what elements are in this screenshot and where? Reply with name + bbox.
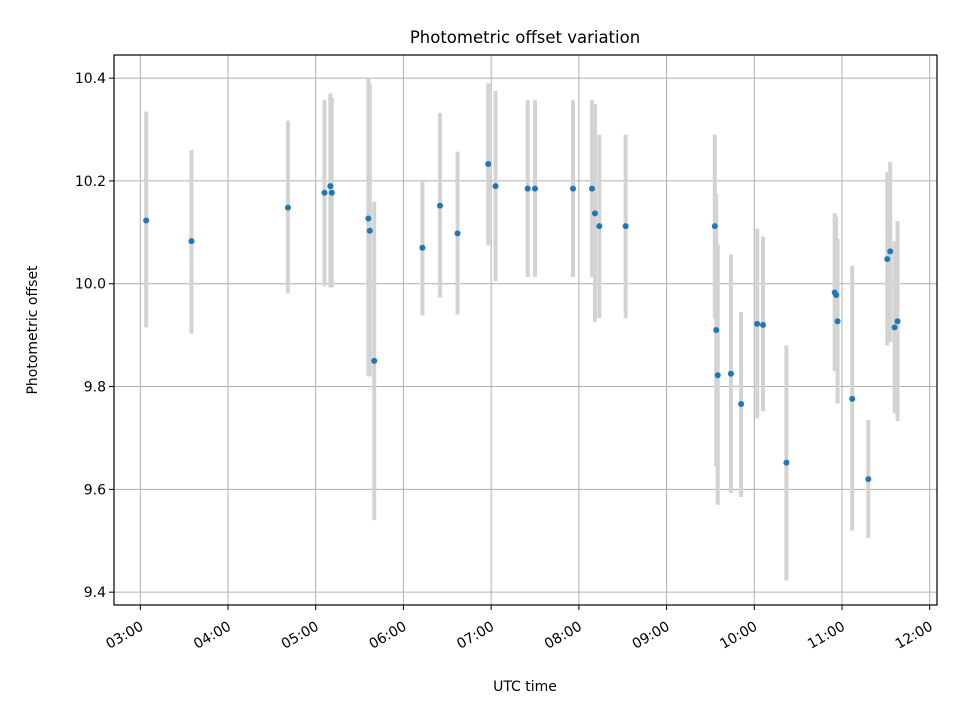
data-point bbox=[532, 185, 539, 192]
data-point bbox=[371, 357, 378, 364]
data-point bbox=[436, 202, 443, 209]
data-point bbox=[714, 372, 721, 379]
data-point bbox=[849, 395, 856, 402]
y-tick-label: 9.6 bbox=[84, 482, 106, 498]
data-point bbox=[865, 476, 872, 483]
data-point bbox=[754, 320, 761, 327]
data-point bbox=[524, 185, 531, 192]
data-point bbox=[891, 324, 898, 331]
data-points bbox=[143, 160, 901, 483]
data-point bbox=[589, 185, 596, 192]
data-point bbox=[328, 189, 335, 196]
data-point bbox=[884, 256, 891, 263]
data-point bbox=[188, 238, 195, 245]
data-point bbox=[834, 318, 841, 325]
data-point bbox=[596, 223, 603, 230]
y-tick-label: 9.8 bbox=[84, 380, 106, 396]
x-axis-label: UTC time bbox=[493, 679, 557, 695]
data-point bbox=[894, 318, 901, 325]
data-point bbox=[570, 185, 577, 192]
data-point bbox=[143, 217, 150, 224]
grid-lines bbox=[114, 55, 937, 605]
y-tick-label: 10.4 bbox=[75, 71, 106, 87]
data-point bbox=[727, 370, 734, 377]
data-point bbox=[366, 227, 373, 234]
y-axis-ticks: 9.4 9.6 9.8 10.0 10.2 10.4 bbox=[75, 71, 114, 601]
y-axis-label: Photometric offset bbox=[25, 265, 41, 395]
data-point bbox=[365, 215, 372, 222]
data-point bbox=[622, 223, 629, 230]
chart-title: Photometric offset variation bbox=[410, 28, 640, 47]
data-point bbox=[492, 183, 499, 190]
data-point bbox=[327, 183, 334, 190]
data-point bbox=[419, 244, 426, 251]
y-tick-label: 9.4 bbox=[84, 585, 106, 601]
data-point bbox=[833, 292, 840, 299]
data-point bbox=[284, 204, 291, 211]
y-tick-label: 10.2 bbox=[75, 174, 106, 190]
data-point bbox=[591, 210, 598, 217]
y-tick-label: 10.0 bbox=[75, 277, 106, 293]
data-point bbox=[738, 401, 745, 408]
data-point bbox=[711, 223, 718, 230]
data-point bbox=[713, 327, 720, 333]
data-point bbox=[760, 321, 767, 328]
data-point bbox=[454, 230, 461, 237]
data-point bbox=[887, 248, 894, 255]
data-point bbox=[321, 189, 328, 196]
data-point bbox=[783, 459, 790, 466]
plot-frame bbox=[113, 54, 938, 606]
data-point bbox=[485, 160, 492, 167]
